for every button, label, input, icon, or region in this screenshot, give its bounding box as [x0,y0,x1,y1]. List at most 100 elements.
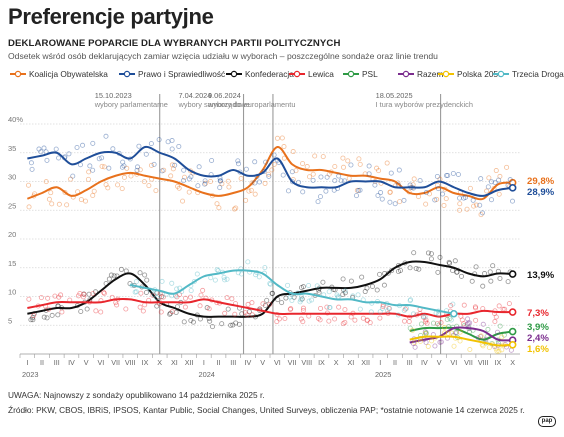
poll-point [235,158,241,164]
poll-point [381,282,387,288]
poll-point [424,320,430,326]
poll-point [377,271,383,277]
poll-point [420,314,426,320]
poll-point [411,250,417,256]
trend-line [27,298,513,318]
poll-point [136,143,142,149]
poll-point [148,141,154,147]
poll-point [386,305,392,311]
poll-point [103,182,109,188]
poll-point [300,284,306,290]
poll-point [235,161,241,167]
x-tick-label: V [84,358,89,367]
poll-point [289,169,295,175]
poll-point [279,300,285,306]
poll-point [167,310,173,316]
poll-point [269,290,275,296]
series-lewica [26,287,517,327]
poll-point [120,159,126,165]
legend-swatch-icon [119,70,135,78]
poll-point [218,178,224,184]
poll-point [353,193,359,199]
poll-point [64,202,70,208]
poll-point [340,155,346,161]
poll-point [56,155,62,161]
poll-point [209,157,215,163]
poll-point [169,280,175,286]
x-tick-label: II [40,358,44,367]
trend-line [27,260,513,318]
poll-point [282,316,288,322]
poll-point [121,174,127,180]
poll-point [261,168,267,174]
poll-point [188,288,194,294]
poll-point [379,196,385,202]
poll-point [123,306,129,312]
poll-point [267,280,273,286]
poll-point [459,317,465,323]
poll-point [160,294,166,300]
poll-point [451,343,457,349]
poll-point [212,277,218,283]
poll-point [253,272,259,278]
poll-point [350,293,356,299]
poll-point [248,187,254,193]
poll-point [264,297,270,303]
poll-point [467,185,473,191]
poll-point [336,304,342,310]
poll-point [230,322,236,328]
poll-point [132,289,138,295]
poll-point [143,289,149,295]
poll-point [488,197,494,203]
poll-point [101,290,107,296]
legend-label: Prawo i Sprawiedliwość [138,69,226,79]
poll-point [180,198,186,204]
poll-point [123,268,129,274]
poll-point [423,319,429,325]
poll-point [49,201,55,207]
legend-item-konfederacja: Konfederacja [226,69,294,79]
x-tick-label: XI [171,358,178,367]
x-tick-label: IV [421,358,428,367]
poll-point [310,177,316,183]
poll-point [36,146,42,152]
poll-point [186,176,192,182]
poll-point [287,306,293,312]
series-konfederacja [27,250,517,330]
poll-point [144,277,150,283]
poll-point [226,184,232,190]
legend-label: Konfederacja [245,69,294,79]
end-point [450,309,458,318]
x-tick-label: III [407,358,413,367]
poll-point [387,189,393,195]
poll-point [26,204,32,210]
poll-point [438,339,444,345]
poll-point [487,269,493,275]
poll-point [406,319,412,325]
poll-point [370,283,376,289]
poll-point [87,163,93,169]
poll-point [483,336,489,342]
poll-point [314,283,320,289]
poll-point [135,164,141,170]
poll-point [56,201,62,207]
poll-point [366,171,372,177]
poll-point [435,186,441,192]
poll-point [490,263,496,269]
poll-point [142,272,148,278]
poll-point [260,301,266,307]
poll-point [279,135,285,141]
chart-description: Odsetek wśród osób deklarujących zamiar … [8,51,438,61]
poll-point [377,309,383,315]
poll-point [137,304,143,310]
poll-point [239,271,245,277]
legend-item-polska-2050: Polska 2050 [438,69,503,79]
poll-point [496,177,502,183]
poll-point [326,305,332,311]
poll-point [58,292,64,298]
poll-point [81,291,87,297]
poll-point [174,294,180,300]
poll-point [342,319,348,325]
poll-point [262,180,268,186]
poll-point [395,312,401,318]
